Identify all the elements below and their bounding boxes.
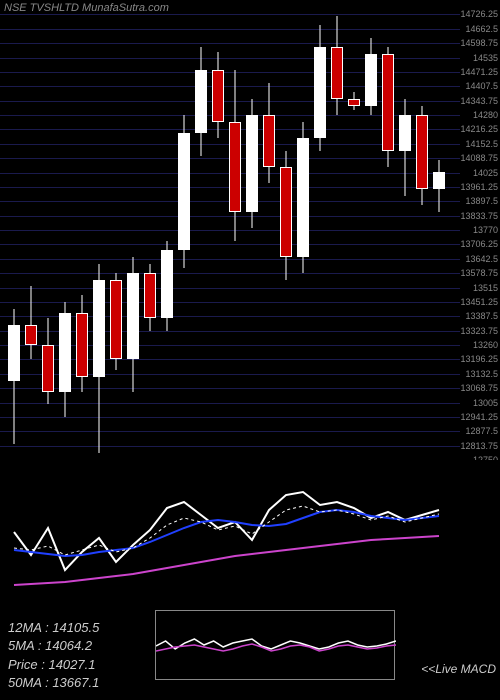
y-axis-label: 13770: [473, 225, 498, 235]
candle: [76, 0, 88, 460]
y-axis-label: 14726.25: [460, 9, 498, 19]
ma12-row: 12MA : 14105.5: [8, 619, 99, 637]
y-axis-label: 12941.25: [460, 412, 498, 422]
candle: [42, 0, 54, 460]
ma-info-block: 12MA : 14105.5 5MA : 14064.2 Price : 140…: [8, 619, 99, 692]
y-axis-label: 13068.75: [460, 383, 498, 393]
y-axis-label: 13196.25: [460, 354, 498, 364]
candle: [93, 0, 105, 460]
y-axis-label: 14216.25: [460, 124, 498, 134]
site-label: MunafaSutra.com: [82, 2, 169, 14]
candle: [59, 0, 71, 460]
candle: [144, 0, 156, 460]
y-axis-label: 14535: [473, 53, 498, 63]
y-axis-label: 14280: [473, 110, 498, 120]
y-axis-label: 14471.25: [460, 67, 498, 77]
candle: [399, 0, 411, 460]
candle: [212, 0, 224, 460]
y-axis-label: 13961.25: [460, 182, 498, 192]
y-axis-label: 13323.75: [460, 326, 498, 336]
candle: [314, 0, 326, 460]
y-axis-label: 13833.75: [460, 211, 498, 221]
y-axis-label: 13005: [473, 398, 498, 408]
candle: [365, 0, 377, 460]
live-macd-label: <<Live MACD: [421, 662, 496, 676]
candle: [382, 0, 394, 460]
candle: [195, 0, 207, 460]
candle: [229, 0, 241, 460]
symbol-label: NSE TVSHLTD: [4, 2, 79, 14]
y-axis-label: 14343.75: [460, 96, 498, 106]
y-axis: 14726.25 14662.5 14598.75 14535 14471.25 1440…: [460, 0, 500, 460]
y-axis-label: 13642.5: [465, 254, 498, 264]
chart-header: NSE TVSHLTD MunafaSutra.com: [4, 2, 169, 14]
candle: [127, 0, 139, 460]
candle: [25, 0, 37, 460]
candle: [110, 0, 122, 460]
y-axis-label: 13578.75: [460, 268, 498, 278]
candle: [8, 0, 20, 460]
y-axis-label: 13387.5: [465, 311, 498, 321]
y-axis-label: 14088.75: [460, 153, 498, 163]
y-axis-label: 13132.5: [465, 369, 498, 379]
candle: [297, 0, 309, 460]
candle: [416, 0, 428, 460]
y-axis-label: 12813.75: [460, 441, 498, 451]
y-axis-label: 13706.25: [460, 239, 498, 249]
y-axis-label: 14662.5: [465, 24, 498, 34]
macd-inset-lines: [156, 611, 396, 681]
y-axis-label: 14598.75: [460, 38, 498, 48]
y-axis-label: 14407.5: [465, 81, 498, 91]
candle: [263, 0, 275, 460]
y-axis-label: 14152.5: [465, 139, 498, 149]
y-axis-label: 12877.5: [465, 426, 498, 436]
ma50-row: 50MA : 13667.1: [8, 674, 99, 692]
candle: [246, 0, 258, 460]
candle: [433, 0, 445, 460]
ma5-row: 5MA : 14064.2: [8, 637, 99, 655]
y-axis-label: 14025: [473, 168, 498, 178]
candle: [178, 0, 190, 460]
candle: [280, 0, 292, 460]
macd-inset: [155, 610, 395, 680]
price-chart: [0, 0, 460, 460]
y-axis-label: 13451.25: [460, 297, 498, 307]
price-row: Price : 14027.1: [8, 656, 99, 674]
y-axis-label: 13515: [473, 283, 498, 293]
indicator-panel: <<Live MACD 12MA : 14105.5 5MA : 14064.2…: [0, 460, 500, 700]
y-axis-label: 13260: [473, 340, 498, 350]
candle: [348, 0, 360, 460]
y-axis-label: 13897.5: [465, 196, 498, 206]
candle: [161, 0, 173, 460]
candle: [331, 0, 343, 460]
